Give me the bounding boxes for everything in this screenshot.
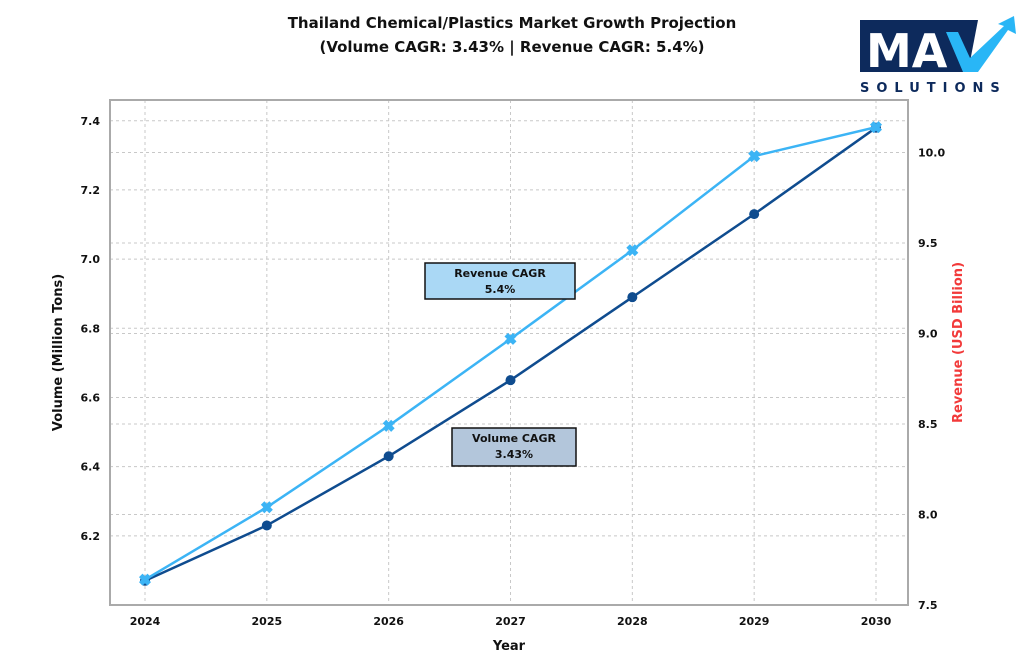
y-tick-label: 6.6 bbox=[81, 391, 101, 404]
volume-point bbox=[505, 375, 516, 386]
x-tick-label: 2027 bbox=[495, 615, 526, 628]
y-tick-label: 6.8 bbox=[81, 322, 101, 335]
volume-point bbox=[627, 292, 638, 303]
cagr-annotation-label: Revenue CAGR bbox=[454, 267, 546, 280]
revenue-point bbox=[748, 150, 761, 163]
logo-text: MA bbox=[866, 24, 948, 78]
chart-subtitle: (Volume CAGR: 3.43% | Revenue CAGR: 5.4%… bbox=[319, 38, 705, 56]
revenue-point bbox=[260, 501, 273, 514]
cagr-annotation-box bbox=[451, 427, 577, 467]
y2-tick-label: 9.0 bbox=[918, 327, 938, 340]
x-tick-label: 2024 bbox=[130, 615, 161, 628]
revenue-point bbox=[138, 573, 152, 586]
cagr-annotation-label: Volume CAGR bbox=[472, 432, 556, 445]
y-axis-label: Volume (Million Tons) bbox=[51, 274, 66, 431]
y2-axis-label: Revenue (USD Billion) bbox=[951, 262, 966, 423]
x-tick-label: 2028 bbox=[617, 615, 648, 628]
y-tick-label: 7.2 bbox=[81, 184, 101, 197]
y2-tick-label: 8.0 bbox=[918, 508, 938, 521]
plot-frame bbox=[109, 99, 909, 606]
x-axis-label: Year bbox=[492, 639, 526, 654]
volume-point bbox=[749, 209, 760, 220]
logo-sub: SOLUTIONS bbox=[860, 81, 1007, 96]
revenue-point bbox=[382, 419, 395, 432]
revenue-point bbox=[504, 332, 517, 345]
cagr-annotation-value: 3.43% bbox=[495, 448, 533, 461]
revenue-point bbox=[626, 244, 639, 257]
y2-tick-label: 7.5 bbox=[918, 599, 938, 612]
x-tick-label: 2025 bbox=[252, 615, 283, 628]
y2-tick-label: 9.5 bbox=[918, 237, 938, 250]
y-tick-label: 7.4 bbox=[81, 115, 101, 128]
max-solutions-logo: MA SOLUTIONS bbox=[858, 12, 1018, 97]
y2-tick-label: 10.0 bbox=[918, 146, 945, 159]
cagr-annotation-value: 5.4% bbox=[485, 283, 516, 296]
x-tick-label: 2030 bbox=[861, 615, 892, 628]
y-tick-label: 6.2 bbox=[81, 530, 101, 543]
y-tick-label: 6.4 bbox=[81, 461, 101, 474]
x-tick-label: 2029 bbox=[739, 615, 770, 628]
volume-point bbox=[261, 520, 272, 531]
y-tick-label: 7.0 bbox=[81, 253, 101, 266]
chart-title: Thailand Chemical/Plastics Market Growth… bbox=[287, 14, 737, 32]
y2-tick-label: 8.5 bbox=[918, 418, 938, 431]
revenue-point bbox=[869, 121, 883, 134]
cagr-annotation-box bbox=[424, 262, 576, 300]
volume-point bbox=[383, 451, 394, 462]
x-tick-label: 2026 bbox=[373, 615, 404, 628]
